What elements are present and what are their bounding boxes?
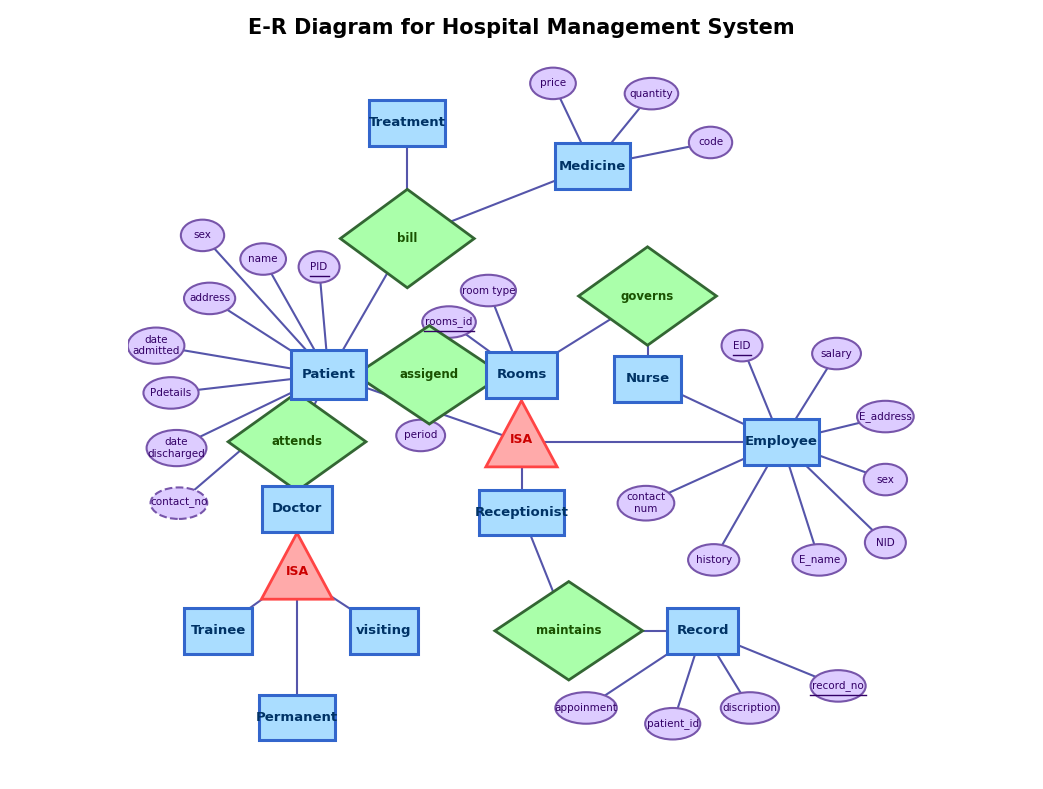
Text: Doctor: Doctor (272, 503, 322, 515)
Text: salary: salary (821, 349, 852, 358)
Text: EID: EID (733, 341, 751, 350)
Polygon shape (356, 326, 503, 424)
Ellipse shape (857, 401, 914, 432)
Text: record_no: record_no (812, 680, 864, 691)
Ellipse shape (810, 670, 866, 701)
Text: sex: sex (876, 474, 894, 484)
FancyBboxPatch shape (744, 419, 819, 465)
Ellipse shape (396, 420, 445, 451)
Ellipse shape (144, 377, 198, 409)
Ellipse shape (721, 692, 779, 724)
FancyBboxPatch shape (555, 144, 630, 189)
Polygon shape (486, 401, 557, 467)
FancyBboxPatch shape (291, 350, 366, 399)
FancyBboxPatch shape (185, 608, 252, 653)
Text: address: address (189, 294, 231, 304)
Text: Trainee: Trainee (191, 624, 246, 638)
Text: quantity: quantity (630, 88, 674, 99)
Text: Nurse: Nurse (626, 372, 670, 385)
Text: rooms_id: rooms_id (426, 316, 472, 327)
Ellipse shape (793, 544, 846, 576)
Ellipse shape (864, 464, 907, 495)
Ellipse shape (184, 282, 236, 314)
Text: Record: Record (677, 624, 729, 638)
Text: contact_no: contact_no (150, 498, 208, 508)
FancyBboxPatch shape (479, 490, 564, 536)
Text: Rooms: Rooms (496, 368, 547, 381)
Polygon shape (340, 189, 475, 288)
Text: bill: bill (397, 232, 417, 245)
Text: E_name: E_name (799, 555, 840, 566)
Ellipse shape (461, 275, 516, 306)
Ellipse shape (147, 430, 207, 466)
Ellipse shape (865, 527, 906, 559)
Text: governs: governs (621, 290, 674, 302)
Text: Employee: Employee (745, 436, 818, 448)
Text: code: code (698, 137, 723, 148)
Text: discription: discription (723, 703, 777, 713)
Text: patient_id: patient_id (647, 718, 699, 729)
FancyBboxPatch shape (668, 608, 738, 653)
Text: ISA: ISA (286, 565, 309, 578)
Text: Patient: Patient (301, 368, 356, 381)
Ellipse shape (530, 68, 576, 99)
Polygon shape (262, 533, 333, 599)
Ellipse shape (722, 330, 762, 361)
Ellipse shape (298, 251, 340, 282)
Ellipse shape (646, 708, 700, 739)
Text: contact
num: contact num (627, 492, 665, 514)
Ellipse shape (617, 486, 674, 521)
Text: price: price (540, 78, 566, 88)
Ellipse shape (180, 219, 224, 251)
Ellipse shape (688, 127, 732, 159)
Text: ISA: ISA (510, 433, 533, 446)
Polygon shape (579, 247, 717, 346)
Ellipse shape (127, 327, 185, 364)
Ellipse shape (240, 243, 286, 275)
Polygon shape (228, 393, 366, 491)
Ellipse shape (422, 306, 476, 338)
Text: Treatment: Treatment (369, 116, 445, 129)
Ellipse shape (555, 692, 616, 724)
Ellipse shape (688, 544, 739, 576)
FancyBboxPatch shape (486, 352, 557, 398)
Text: appoinment: appoinment (555, 703, 617, 713)
Text: date
discharged: date discharged (148, 437, 205, 459)
Text: maintains: maintains (536, 624, 602, 638)
Text: period: period (404, 431, 437, 440)
Text: attends: attends (271, 436, 322, 448)
Text: assigend: assigend (399, 368, 459, 381)
Text: room type: room type (462, 286, 515, 296)
FancyBboxPatch shape (262, 486, 333, 532)
FancyBboxPatch shape (349, 608, 417, 653)
FancyBboxPatch shape (260, 694, 335, 740)
Text: E_address: E_address (859, 411, 912, 422)
Ellipse shape (150, 488, 208, 519)
Text: NID: NID (876, 537, 895, 548)
Text: Receptionist: Receptionist (475, 506, 568, 519)
Text: sex: sex (194, 230, 212, 241)
FancyBboxPatch shape (613, 356, 681, 402)
Ellipse shape (812, 338, 860, 369)
Text: E-R Diagram for Hospital Management System: E-R Diagram for Hospital Management Syst… (248, 18, 795, 38)
Text: visiting: visiting (356, 624, 411, 638)
Text: name: name (248, 254, 277, 264)
Text: date
admitted: date admitted (132, 335, 179, 357)
Text: history: history (696, 555, 732, 565)
Text: PID: PID (311, 262, 328, 272)
FancyBboxPatch shape (369, 100, 445, 146)
Text: Permanent: Permanent (256, 711, 338, 724)
Text: Pdetails: Pdetails (150, 388, 192, 398)
Polygon shape (495, 581, 642, 680)
Text: Medicine: Medicine (559, 159, 626, 173)
Ellipse shape (625, 78, 678, 110)
